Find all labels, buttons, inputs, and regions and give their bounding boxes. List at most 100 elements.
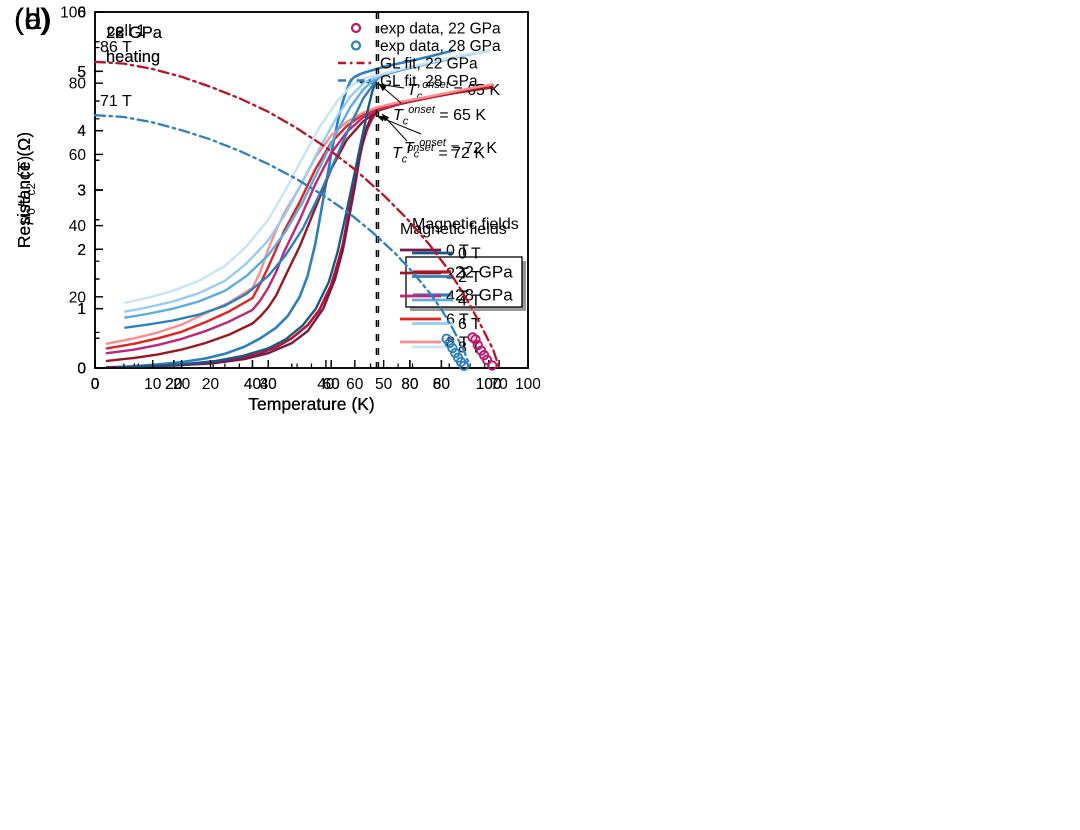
series-exp-data-28-gpa bbox=[441, 333, 470, 372]
panel-b: 0 20 40 60 80 100 0 1 2 3 4 5 6 Temperature (K) Resist… bbox=[0, 0, 540, 415]
x-axis-label: Temperature (K) bbox=[248, 394, 374, 414]
y-tick-label: 6 bbox=[77, 5, 86, 22]
x-tick-label: 40 bbox=[244, 376, 262, 393]
legend-title: Magnetic fields bbox=[412, 216, 519, 233]
x-tick-label: 10 bbox=[144, 376, 162, 393]
legend-label-2-t: 2 T bbox=[446, 266, 469, 283]
y-axis-label: μ0Hc2 (T) bbox=[14, 156, 38, 226]
x-tick-label: 80 bbox=[433, 376, 451, 393]
x-tick-label: 0 bbox=[91, 376, 100, 393]
y-tick-label: 20 bbox=[69, 289, 87, 306]
y-axis-label: Resistance (Ω) bbox=[14, 132, 34, 248]
plot-title: cell 1 bbox=[107, 22, 146, 40]
plot-title: 28 GPa bbox=[106, 24, 163, 42]
x-tick-label: 60 bbox=[323, 376, 341, 393]
legend-label-28-gpa: 28 GPa bbox=[455, 286, 513, 305]
plot-title: heating bbox=[106, 48, 160, 66]
x-tick-label: 20 bbox=[165, 376, 183, 393]
x-tick-label: 20 bbox=[202, 376, 220, 393]
x-tick-label: 0 bbox=[91, 376, 100, 393]
legend-label-exp-data-22-gpa: exp data, 22 GPa bbox=[380, 21, 501, 38]
series-8-t bbox=[124, 49, 491, 304]
x-tick-label: 40 bbox=[260, 376, 278, 393]
series-gl-fit-22-gpa bbox=[93, 60, 500, 368]
x-tick-label: 60 bbox=[346, 376, 364, 393]
legend-marker-exp-data-22-gpa bbox=[350, 22, 362, 34]
annotation: 86 T bbox=[100, 39, 132, 56]
x-tick-label: 40 bbox=[317, 376, 335, 393]
y-tick-label: 40 bbox=[69, 218, 87, 235]
legend-label-gl-fit-22-gpa: GL fit, 22 GPa bbox=[380, 56, 478, 73]
y-tick-label: 2 bbox=[77, 242, 86, 259]
x-tick-label: 60 bbox=[433, 376, 451, 393]
y-tick-label: 2 bbox=[77, 242, 86, 259]
y-tick-label: 1 bbox=[77, 301, 86, 318]
y-tick-label: 5 bbox=[77, 64, 86, 81]
x-axis-label: Temperature (K) bbox=[248, 394, 374, 414]
x-tick-label: 80 bbox=[401, 376, 419, 393]
x-tick-label: 30 bbox=[260, 376, 278, 393]
y-tick-label: 2 bbox=[77, 242, 86, 259]
panel-a: 0 20 40 60 80 100 0 1 2 3 4 5 6 Temperature (K) Resist… bbox=[0, 0, 540, 415]
legend-label-gl-fit-28-gpa: GL fit, 28 GPa bbox=[380, 73, 478, 90]
x-tick-label: 20 bbox=[173, 376, 191, 393]
y-tick-label: 4 bbox=[77, 123, 86, 140]
y-axis-label: Resistance (Ω) bbox=[14, 132, 34, 248]
y-tick-label: 4 bbox=[77, 123, 86, 140]
series-exp-data-22-gpa bbox=[467, 332, 498, 371]
y-tick-label: 0 bbox=[77, 361, 86, 378]
x-tick-label: 20 bbox=[165, 376, 183, 393]
panel-label-d: (d) bbox=[14, 3, 53, 36]
y-tick-label: 5 bbox=[77, 64, 86, 81]
x-tick-label: 0 bbox=[91, 376, 100, 393]
x-tick-label: 100 bbox=[515, 376, 540, 393]
annotation: Tconset = 65 K bbox=[378, 83, 486, 128]
y-tick-label: 3 bbox=[77, 183, 86, 200]
panel-label-c: (c) bbox=[14, 3, 51, 36]
y-tick-label: 0 bbox=[77, 361, 86, 378]
y-tick-label: 80 bbox=[69, 76, 87, 93]
y-tick-label: 1 bbox=[77, 301, 86, 318]
y-tick-label: 0 bbox=[77, 361, 86, 378]
annotation: Tconset = 72 K bbox=[381, 113, 485, 166]
series-8-t bbox=[105, 83, 494, 345]
legend: 22 GPa 28 GPa bbox=[405, 256, 526, 311]
x-tick-label: 100 bbox=[476, 376, 502, 393]
x-axis-label: Temperature (K) bbox=[248, 394, 374, 414]
svg-text:Tconset = 72 K: Tconset = 72 K bbox=[404, 137, 497, 161]
y-tick-label: 6 bbox=[77, 5, 86, 22]
panel-label-b: (b) bbox=[14, 3, 53, 36]
y-tick-label: 3 bbox=[77, 183, 86, 200]
plot-title: heating bbox=[106, 48, 160, 66]
panel-d: 0 10 20 30 40 50 60 70 0 20 40 60 80 100 Temperature (… bbox=[0, 0, 540, 415]
x-tick-label: 60 bbox=[323, 376, 341, 393]
series-gl-fit-28-gpa bbox=[93, 114, 471, 368]
legend-title: Magnetic fields bbox=[400, 221, 507, 238]
legend-label-6-t: 6 T bbox=[458, 316, 481, 333]
x-axis-label: Temperature (K) bbox=[248, 394, 374, 414]
x-tick-label: 40 bbox=[244, 376, 262, 393]
y-tick-label: 4 bbox=[77, 123, 86, 140]
y-tick-label: 1 bbox=[77, 301, 86, 318]
x-tick-label: 70 bbox=[491, 376, 509, 393]
x-tick-label: 100 bbox=[476, 376, 502, 393]
legend-marker-exp-data-28-gpa bbox=[350, 40, 362, 51]
y-tick-label: 3 bbox=[77, 183, 86, 200]
annotation: Tconset = 72 K bbox=[376, 115, 497, 161]
plot-title: 22 GPa bbox=[106, 24, 163, 42]
legend-label-0-t: 0 T bbox=[458, 246, 481, 263]
y-tick-label: 60 bbox=[69, 147, 87, 164]
legend-label-2-t: 2 T bbox=[458, 269, 481, 286]
legend-label-0-t: 0 T bbox=[446, 243, 469, 260]
svg-text:Tconset = 65 K: Tconset = 65 K bbox=[393, 104, 486, 128]
legend-label-22-gpa: 22 GPa bbox=[455, 263, 513, 282]
legend-label-exp-data-28-gpa: exp data, 28 GPa bbox=[380, 38, 501, 55]
y-tick-label: 5 bbox=[77, 64, 86, 81]
